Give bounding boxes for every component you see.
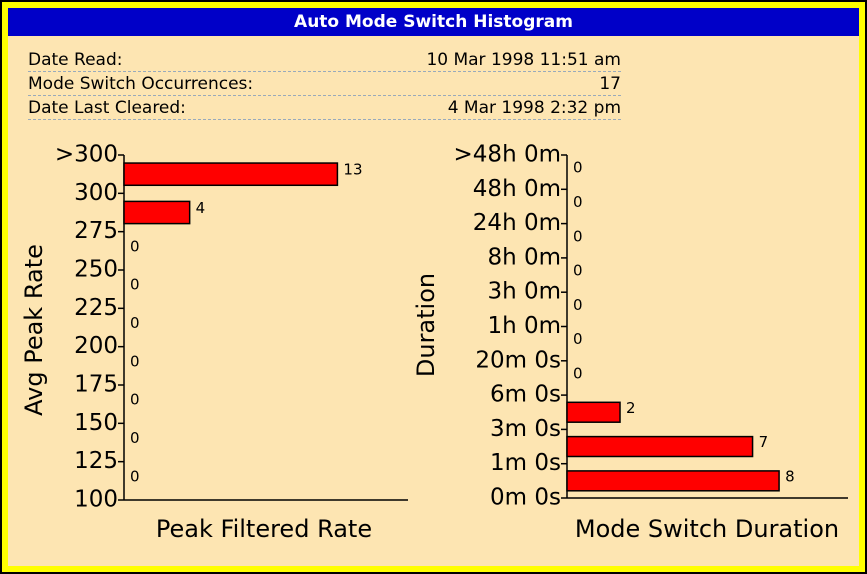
- y-tick-label: 48h 0m: [473, 176, 561, 202]
- info-row: Mode Switch Occurrences: 17: [28, 73, 621, 96]
- y-tick-label: 1m 0s: [490, 450, 561, 476]
- y-axis-title: Duration: [412, 273, 440, 377]
- y-tick-label: 6m 0s: [490, 382, 561, 408]
- info-label: Mode Switch Occurrences:: [28, 74, 254, 94]
- bar: [123, 200, 191, 225]
- value-label: 13: [343, 161, 362, 179]
- bar: [566, 401, 621, 423]
- value-label: 2: [626, 399, 636, 417]
- y-tick-label: 250: [74, 257, 118, 283]
- y-tick-label: 175: [74, 372, 118, 398]
- value-label: 0: [573, 227, 583, 245]
- y-tick-label: 20m 0s: [475, 347, 561, 373]
- info-value: 10 Mar 1998 11:51 am: [426, 50, 621, 70]
- info-label: Date Read:: [28, 50, 123, 70]
- value-label: 0: [130, 429, 140, 447]
- value-label: 0: [130, 467, 140, 485]
- x-axis-title: Mode Switch Duration: [575, 515, 839, 543]
- bar: [566, 435, 754, 458]
- bar: [123, 162, 339, 187]
- info-row: Date Read: 10 Mar 1998 11:51 am: [28, 49, 621, 72]
- y-tick-label: 150: [74, 410, 118, 436]
- x-axis-title: Peak Filtered Rate: [156, 515, 372, 543]
- y-tick-label: 100: [74, 487, 118, 513]
- value-label: 0: [573, 364, 583, 382]
- value-label: 0: [573, 330, 583, 348]
- y-tick-label: 125: [74, 448, 118, 474]
- value-label: 0: [573, 296, 583, 314]
- value-label: 0: [130, 352, 140, 370]
- y-tick-label: 24h 0m: [473, 210, 561, 236]
- y-tick-label: 0m 0s: [490, 485, 561, 511]
- y-tick-label: 225: [74, 295, 118, 321]
- value-label: 0: [573, 262, 583, 280]
- value-label: 4: [196, 199, 206, 217]
- y-tick-label: >300: [55, 142, 118, 168]
- info-label: Date Last Cleared:: [28, 98, 186, 118]
- value-label: 0: [130, 237, 140, 255]
- y-axis-title: Avg Peak Rate: [20, 244, 48, 416]
- y-tick-label: 1h 0m: [487, 313, 561, 339]
- y-tick-label: 3m 0s: [490, 416, 561, 442]
- value-label: 0: [130, 314, 140, 332]
- y-tick-label: >48h 0m: [454, 142, 561, 168]
- bar: [566, 470, 780, 492]
- title-bar: Auto Mode Switch Histogram: [8, 8, 859, 36]
- info-value: 4 Mar 1998 2:32 pm: [447, 98, 621, 118]
- info-value: 17: [599, 74, 621, 94]
- value-label: 0: [573, 193, 583, 211]
- value-label: 0: [573, 159, 583, 177]
- y-tick-label: 300: [74, 180, 118, 206]
- y-tick-label: 200: [74, 333, 118, 359]
- value-label: 8: [785, 467, 795, 485]
- y-tick-label: 3h 0m: [487, 279, 561, 305]
- value-label: 0: [130, 276, 140, 294]
- info-row: Date Last Cleared: 4 Mar 1998 2:32 pm: [28, 97, 621, 120]
- y-tick-label: 8h 0m: [487, 244, 561, 270]
- value-label: 0: [130, 391, 140, 409]
- value-label: 7: [759, 433, 769, 451]
- y-tick-label: 275: [74, 218, 118, 244]
